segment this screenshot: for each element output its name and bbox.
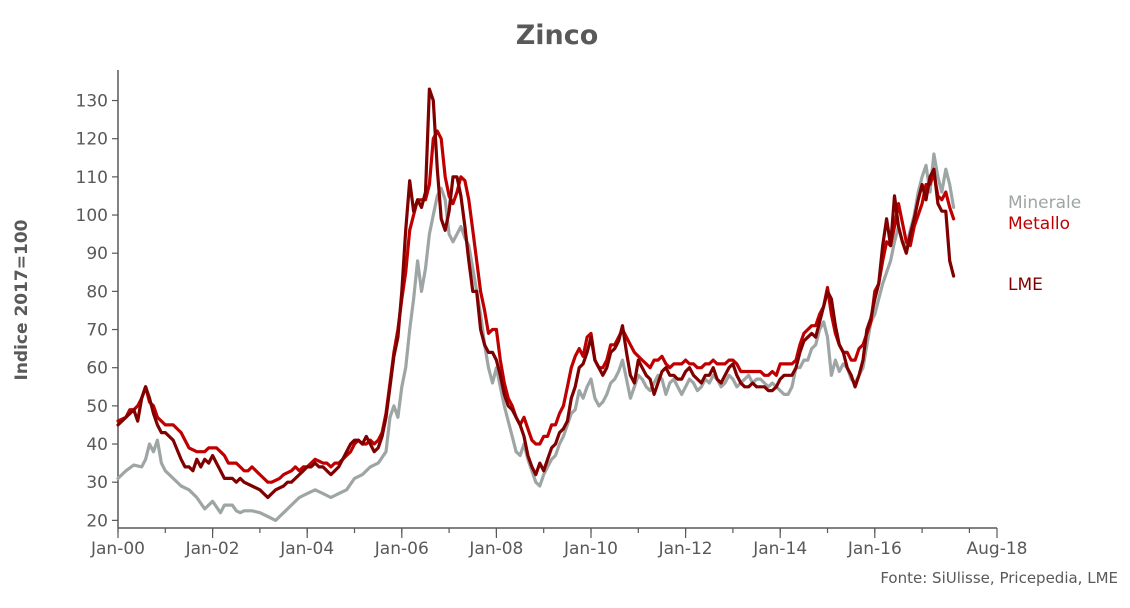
y-tick-label: 70 [86, 321, 108, 341]
y-tick-label: 90 [86, 244, 108, 264]
y-tick-label: 40 [86, 435, 108, 455]
y-tick-label: 20 [86, 511, 108, 531]
x-tick-label: Jan-04 [279, 539, 334, 559]
chart-title: Zinco [516, 20, 599, 51]
y-tick-label: 130 [76, 92, 108, 112]
y-tick-label: 100 [76, 206, 108, 226]
x-tick-label: Jan-02 [185, 539, 240, 559]
y-tick-label: 110 [76, 168, 108, 188]
x-tick-label: Aug-18 [967, 539, 1028, 559]
series-layer [116, 87, 956, 522]
series-line-lme [116, 87, 956, 500]
y-tick-label: 80 [86, 282, 108, 302]
x-tick-label: Jan-00 [90, 539, 145, 559]
y-tick-label: 50 [86, 397, 108, 417]
y-tick-label: 30 [86, 473, 108, 493]
axes: 20 30 40 50 60 70 80 90 100 110 120 130 Jan-00 Jan-02… [76, 70, 1028, 559]
x-tick-label: Jan-10 [563, 539, 618, 559]
series-label-metallo: Metallo [1008, 214, 1070, 234]
series-line-minerale [116, 152, 956, 522]
x-tick-label: Jan-16 [847, 539, 902, 559]
x-tick-label: Jan-14 [752, 539, 807, 559]
source-note: Fonte: SiUlisse, Pricepedia, LME [880, 569, 1118, 587]
y-axis-label: Indice 2017=100 [12, 219, 32, 380]
series-line-metallo [116, 129, 956, 484]
x-tick-label: Jan-06 [374, 539, 429, 559]
x-tick-label: Jan-12 [658, 539, 713, 559]
series-label-minerale: Minerale [1008, 193, 1081, 213]
y-tick-label: 120 [76, 130, 108, 150]
x-tick-label: Jan-08 [468, 539, 523, 559]
y-tick-label: 60 [86, 359, 108, 379]
series-label-lme: LME [1008, 275, 1043, 295]
